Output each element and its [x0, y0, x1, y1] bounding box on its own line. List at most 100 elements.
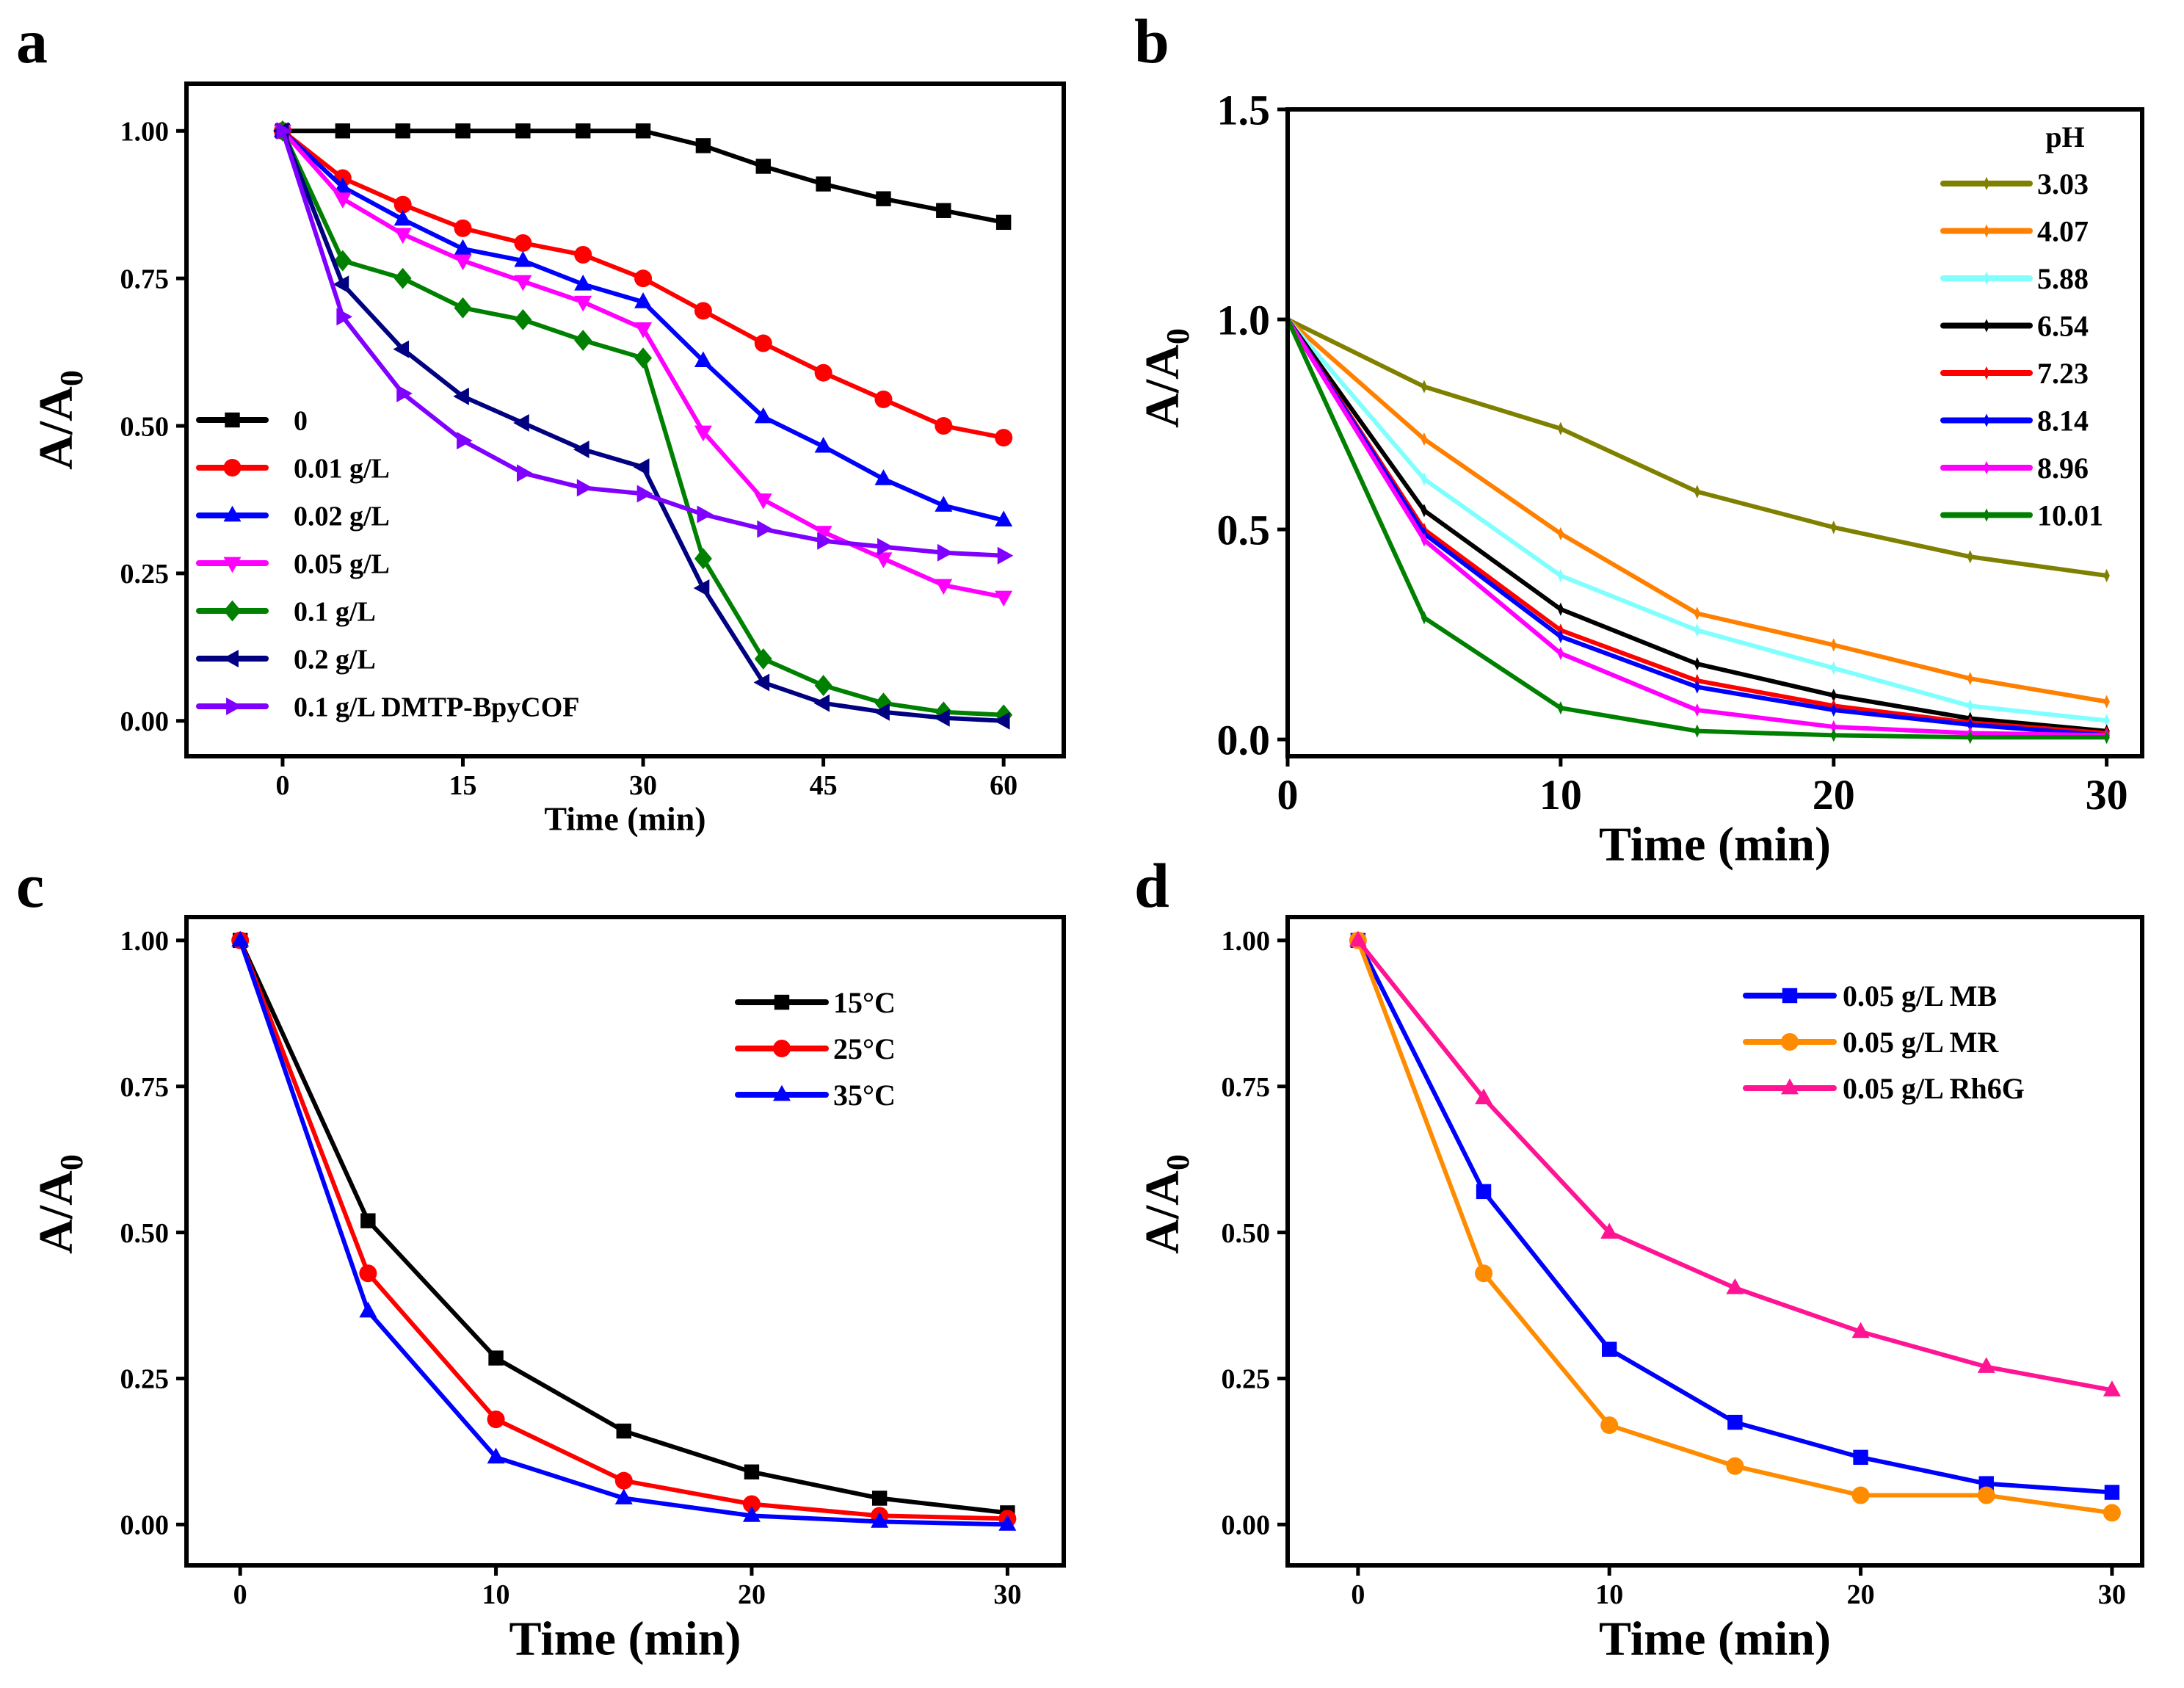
legend-item: 0.05 g/L MB	[1743, 979, 1997, 1013]
y-axis-title: A/A0	[29, 1154, 90, 1254]
data-point	[742, 1506, 761, 1522]
data-point	[874, 552, 893, 569]
data-point	[1851, 1486, 1870, 1504]
data-point	[1694, 657, 1701, 671]
legend-marker	[774, 994, 790, 1010]
data-point	[1830, 703, 1837, 717]
series-line	[1356, 939, 2113, 1495]
series-5-88	[1284, 312, 2110, 728]
data-point	[742, 1495, 761, 1513]
data-point	[634, 322, 653, 338]
legend-label: 0.05 g/L	[294, 548, 390, 579]
data-point	[276, 122, 293, 140]
data-point	[574, 330, 592, 351]
legend-label: 0	[294, 405, 308, 436]
data-point	[694, 425, 712, 442]
legend-label: 0.1 g/L DMTP-BpyCOF	[294, 692, 580, 722]
legend-label: 8.96	[2037, 452, 2089, 485]
panel-d: d 0 10 20 30 0.00 0.25 0.50 0.75 1.00 Time (min) A/…	[1134, 850, 2144, 1665]
y-tick-label: 0.75	[120, 1072, 170, 1103]
legend-marker	[1983, 224, 1990, 238]
legend-item: 6.54	[1940, 310, 2089, 343]
x-tick-label: 0	[1277, 771, 1299, 819]
data-point	[455, 123, 471, 139]
y-axis-title: A/A0	[1136, 1154, 1196, 1254]
data-point	[1851, 1322, 1870, 1339]
series-35-C	[231, 930, 1017, 1531]
series-line	[280, 130, 1004, 723]
data-point	[694, 548, 712, 570]
data-point	[1694, 703, 1701, 717]
legend-label: 0.01 g/L	[294, 453, 390, 484]
data-point	[874, 390, 893, 408]
data-point	[454, 219, 472, 237]
data-point	[336, 308, 353, 326]
data-point	[1694, 623, 1701, 637]
y-axis-title-main: A/A	[29, 1170, 83, 1254]
data-point	[997, 546, 1014, 565]
data-point	[614, 1471, 633, 1490]
y-tick-label: 0.5	[1217, 506, 1271, 554]
data-point	[576, 479, 593, 497]
data-point	[744, 1464, 760, 1479]
data-point	[874, 703, 890, 721]
data-point	[1830, 661, 1837, 675]
data-point	[1694, 680, 1701, 694]
data-point	[694, 351, 712, 368]
data-point	[816, 176, 831, 192]
data-point	[393, 228, 412, 244]
data-point	[998, 1515, 1017, 1531]
data-point	[877, 537, 893, 556]
data-point	[1977, 1357, 1995, 1373]
series-line	[1286, 317, 2108, 578]
y-tick-label: 0.75	[1222, 1072, 1271, 1103]
plot-frame	[184, 81, 1066, 758]
x-axis-title: Time (min)	[544, 800, 705, 837]
x-tick-label: 0	[1351, 1579, 1365, 1610]
data-point	[635, 123, 651, 139]
data-point	[393, 340, 410, 358]
data-point	[1557, 701, 1564, 715]
data-point	[1727, 1414, 1743, 1430]
data-point	[995, 214, 1012, 231]
x-axis-title: Time (min)	[509, 1612, 741, 1665]
legend-item: 8.14	[1940, 405, 2089, 438]
plot-frame	[184, 915, 1066, 1568]
panel-letter: c	[16, 850, 44, 921]
data-point	[693, 579, 710, 597]
x-tick-label: 30	[993, 1579, 1021, 1610]
legend-label: 35°C	[833, 1079, 896, 1112]
legend-title: pH	[2045, 120, 2084, 153]
data-point	[515, 123, 531, 139]
data-point	[359, 1264, 377, 1283]
legend-marker	[1983, 508, 1990, 522]
data-point	[634, 292, 653, 308]
data-point	[754, 648, 772, 670]
data-point	[2103, 568, 2110, 583]
data-point	[1557, 421, 1564, 435]
data-point	[993, 711, 1010, 730]
x-axis-title: Time (min)	[1599, 1612, 1831, 1665]
legend-item: 0.05 g/L MR	[1743, 1026, 1999, 1059]
data-point	[1557, 568, 1564, 583]
data-point	[1421, 533, 1428, 547]
data-point	[995, 510, 1013, 526]
data-point	[633, 458, 650, 477]
panel-a: a 0 15 30 45 60 0.00 0.25 0.50 0.75 1.00 Time (min)…	[16, 6, 1066, 837]
data-point	[753, 673, 770, 692]
y-tick-label: 1.0	[1217, 296, 1271, 344]
x-tick-label: 30	[629, 770, 657, 801]
data-point	[2103, 731, 2110, 745]
data-point	[333, 177, 352, 194]
legend-item: 5.88	[1940, 262, 2089, 295]
data-point	[333, 250, 352, 272]
data-point	[755, 159, 771, 174]
legend-marker	[222, 650, 239, 667]
data-point	[1421, 472, 1428, 486]
y-axis-title-subscript: 0	[54, 1154, 90, 1170]
data-point	[876, 191, 891, 206]
data-point	[1830, 688, 1837, 703]
legend-marker	[1983, 271, 1990, 286]
data-point	[454, 297, 472, 319]
